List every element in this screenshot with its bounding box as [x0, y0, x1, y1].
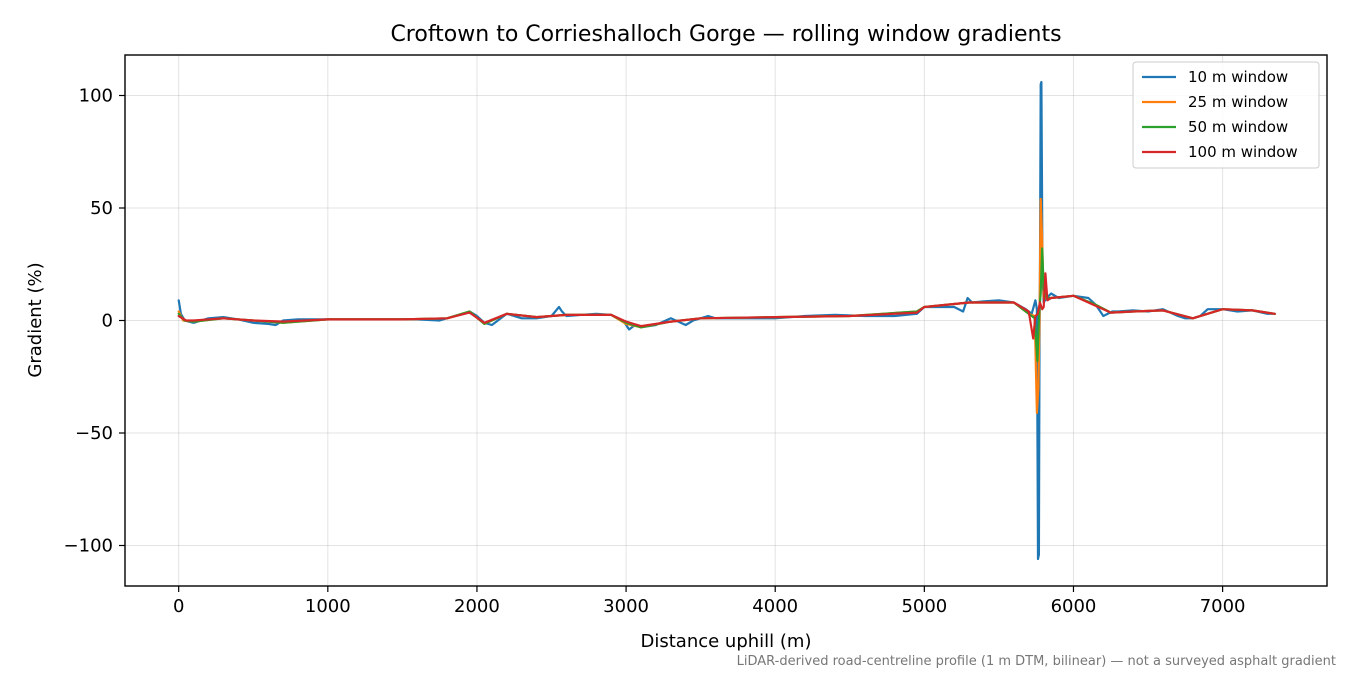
x-axis-label: Distance uphill (m)	[641, 631, 812, 652]
legend: 10 m window 25 m window 50 m window 100 m w…	[1132, 61, 1320, 169]
y-tick-label: −50	[75, 423, 113, 444]
x-axis-ticks: 0 1000 2000 3000 4000 5000 6000 7000	[173, 586, 1246, 617]
series-lines	[177, 80, 1276, 561]
y-tick-label: 0	[102, 311, 113, 332]
y-tick-label: 100	[79, 86, 113, 107]
y-tick-label: 50	[90, 198, 113, 219]
legend-label: 25 m window	[1188, 93, 1288, 111]
legend-label: 10 m window	[1188, 68, 1288, 86]
x-tick-label: 6000	[1051, 596, 1097, 617]
legend-label: 100 m window	[1188, 143, 1298, 161]
footnote: LiDAR-derived road-centreline profile (1…	[737, 654, 1336, 669]
x-tick-label: 2000	[454, 596, 500, 617]
x-tick-label: 1000	[305, 596, 351, 617]
y-tick-label: −100	[64, 536, 113, 557]
x-tick-label: 5000	[901, 596, 947, 617]
legend-label: 50 m window	[1188, 118, 1288, 136]
legend-frame	[1132, 61, 1320, 169]
y-axis-ticks: 100 50 0 −50 −100	[64, 86, 125, 557]
plot-area	[124, 54, 1328, 587]
y-axis-label: Gradient (%)	[25, 262, 46, 377]
x-tick-label: 7000	[1200, 596, 1246, 617]
x-tick-label: 4000	[752, 596, 798, 617]
x-tick-label: 0	[173, 596, 184, 617]
chart-title: Croftown to Corrieshalloch Gorge — rolli…	[390, 22, 1061, 47]
x-tick-label: 3000	[603, 596, 649, 617]
series-line-4	[177, 272, 1276, 340]
grid-lines	[125, 55, 1327, 586]
